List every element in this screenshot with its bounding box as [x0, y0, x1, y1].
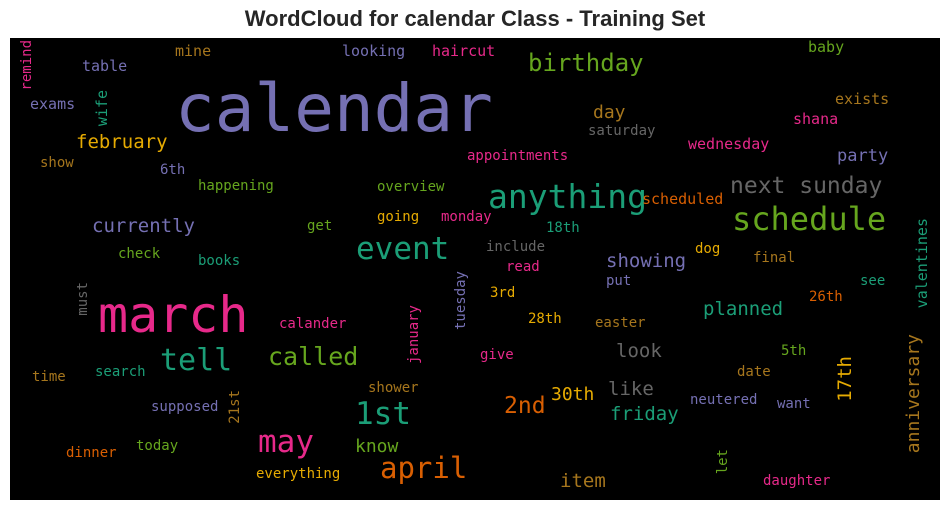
word-dog: dog: [695, 241, 721, 257]
word-item: item: [560, 470, 606, 492]
word-party: party: [837, 146, 889, 166]
word-monday: monday: [441, 209, 492, 225]
word-see: see: [860, 273, 886, 289]
word-schedule: schedule: [732, 200, 887, 238]
word-currently: currently: [92, 215, 195, 237]
word-shower: shower: [368, 380, 419, 396]
word-called: called: [268, 342, 359, 371]
word-tuesday: tuesday: [453, 271, 469, 331]
word-daughter: daughter: [763, 473, 831, 489]
word-february: february: [76, 131, 168, 153]
word-time: time: [32, 369, 66, 385]
word-saturday: saturday: [588, 123, 656, 139]
word-shana: shana: [793, 110, 839, 128]
word-exams: exams: [30, 95, 76, 113]
word-30th: 30th: [551, 384, 595, 405]
word-valentines: valentines: [913, 218, 931, 309]
word-everything: everything: [256, 466, 341, 482]
word-put: put: [606, 273, 632, 289]
word-january: january: [406, 305, 422, 365]
word-1st: 1st: [355, 396, 411, 432]
word-read: read: [506, 259, 540, 275]
word-get: get: [307, 218, 333, 234]
word-remind: remind: [19, 40, 35, 91]
word-look: look: [616, 340, 662, 362]
word-birthday: birthday: [528, 49, 644, 77]
word-search: search: [95, 364, 146, 380]
word-know: know: [355, 436, 399, 457]
word-friday: friday: [610, 403, 679, 425]
word-going: going: [377, 209, 420, 225]
word-mine: mine: [175, 42, 212, 60]
word-include: include: [486, 239, 546, 255]
word-21st: 21st: [227, 390, 243, 424]
word-easter: easter: [595, 315, 646, 331]
word-today: today: [136, 438, 179, 454]
word-must: must: [75, 282, 91, 316]
word-books: books: [198, 253, 241, 269]
word-want: want: [777, 396, 811, 412]
word-3rd: 3rd: [490, 285, 516, 301]
word-april: april: [380, 451, 468, 485]
word-wife: wife: [93, 90, 111, 127]
word-exists: exists: [835, 90, 890, 108]
word-6th: 6th: [160, 162, 186, 178]
word-overview: overview: [377, 179, 445, 195]
word-table: table: [82, 57, 128, 75]
word-calendar: calendar: [175, 70, 493, 147]
word-let: let: [715, 449, 731, 475]
word-next-sunday: next sunday: [730, 173, 883, 199]
word-28th: 28th: [528, 311, 562, 327]
word-wednesday: wednesday: [688, 135, 770, 153]
word-baby: baby: [808, 38, 845, 56]
word-neutered: neutered: [690, 392, 758, 408]
word-18th: 18th: [546, 220, 580, 236]
word-17th: 17th: [834, 356, 856, 402]
word-final: final: [753, 250, 796, 266]
word-anniversary: anniversary: [903, 334, 924, 454]
word-happening: happening: [198, 178, 274, 194]
word-event: event: [356, 231, 450, 267]
word-supposed: supposed: [151, 399, 219, 415]
word-march: march: [98, 286, 249, 344]
word-anything: anything: [488, 177, 647, 216]
word-planned: planned: [703, 298, 784, 320]
word-may: may: [258, 424, 314, 460]
word-2nd: 2nd: [504, 393, 546, 419]
word-5th: 5th: [781, 343, 807, 359]
word-tell: tell: [160, 343, 233, 378]
word-dinner: dinner: [66, 445, 117, 461]
word-looking: looking: [342, 42, 406, 60]
word-show: show: [40, 155, 74, 171]
word-26th: 26th: [809, 289, 843, 305]
word-day: day: [593, 102, 626, 123]
word-calander: calander: [279, 316, 347, 332]
chart-title: WordCloud for calendar Class - Training …: [244, 6, 706, 31]
word-appointments: appointments: [467, 148, 569, 164]
word-showing: showing: [606, 250, 687, 272]
wordcloud-canvas: calendar march anything schedule event 1st may…: [10, 38, 940, 500]
word-haircut: haircut: [432, 42, 496, 60]
word-like: like: [608, 378, 654, 400]
word-give: give: [480, 347, 514, 363]
word-check: check: [118, 246, 161, 262]
word-date: date: [737, 364, 771, 380]
word-scheduled: scheduled: [642, 190, 724, 208]
